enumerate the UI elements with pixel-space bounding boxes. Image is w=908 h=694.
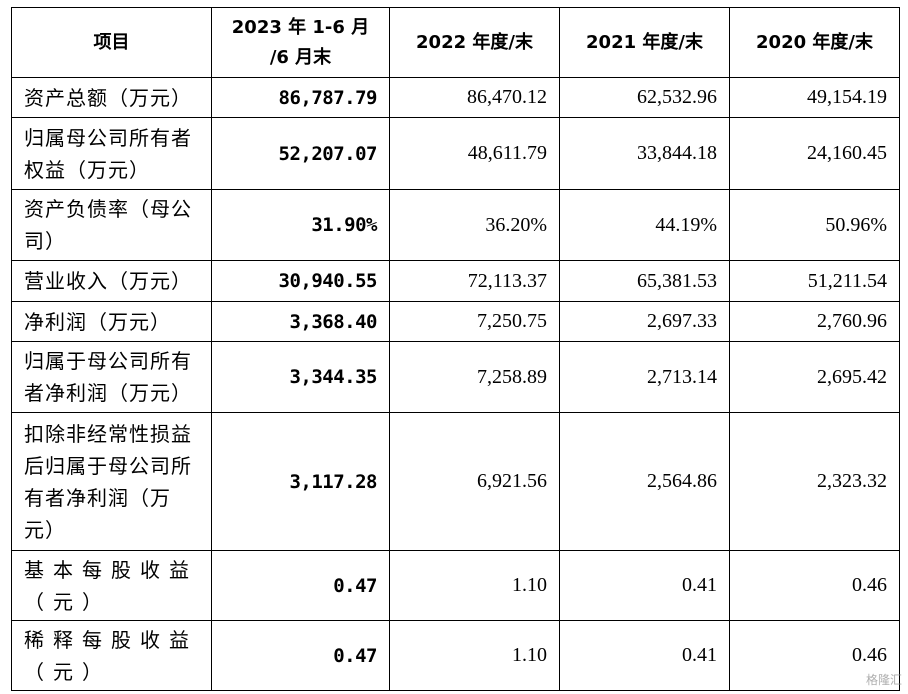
cell-2020: 2,695.42 bbox=[729, 341, 900, 413]
cell-2021: 33,844.18 bbox=[559, 117, 730, 190]
cell-2020: 24,160.45 bbox=[729, 117, 900, 190]
row-label-equity: 归属母公司所有者权益（万元） bbox=[11, 117, 212, 190]
cell-2021: 62,532.96 bbox=[559, 77, 730, 118]
header-2020: 2020 年度/末 bbox=[729, 7, 900, 78]
cell-2022: 48,611.79 bbox=[389, 117, 560, 190]
cell-2023h1: 0.47 bbox=[211, 620, 390, 691]
cell-2023h1: 86,787.79 bbox=[211, 77, 390, 118]
table-row: 营业收入（万元） 30,940.55 72,113.37 65,381.53 5… bbox=[11, 260, 900, 302]
header-2022: 2022 年度/末 bbox=[389, 7, 560, 78]
table-row: 基本每股收益（元） 0.47 1.10 0.41 0.46 bbox=[11, 550, 900, 621]
cell-2022: 1.10 bbox=[389, 550, 560, 621]
cell-2020: 0.46 bbox=[729, 620, 900, 691]
cell-2021: 0.41 bbox=[559, 550, 730, 621]
cell-2021: 44.19% bbox=[559, 189, 730, 261]
cell-2022: 36.20% bbox=[389, 189, 560, 261]
header-item: 项目 bbox=[11, 7, 212, 78]
table-row: 稀释每股收益（元） 0.47 1.10 0.41 0.46 bbox=[11, 620, 900, 691]
financial-summary-table: 项目 2023 年 1-6 月 /6 月末 2022 年度/末 2021 年度/… bbox=[11, 7, 900, 691]
cell-2021: 2,713.14 bbox=[559, 341, 730, 413]
financial-table-wrapper: 项目 2023 年 1-6 月 /6 月末 2022 年度/末 2021 年度/… bbox=[11, 7, 900, 691]
cell-2023h1: 3,344.35 bbox=[211, 341, 390, 413]
cell-2020: 49,154.19 bbox=[729, 77, 900, 118]
cell-2023h1: 31.90% bbox=[211, 189, 390, 261]
table-row: 归属于母公司所有者净利润（万元） 3,344.35 7,258.89 2,713… bbox=[11, 341, 900, 413]
row-label-revenue: 营业收入（万元） bbox=[11, 260, 212, 302]
watermark-logo: 格隆汇 bbox=[865, 673, 902, 687]
row-label-net-profit: 净利润（万元） bbox=[11, 301, 212, 342]
cell-2023h1: 0.47 bbox=[211, 550, 390, 621]
cell-2023h1: 3,368.40 bbox=[211, 301, 390, 342]
header-row: 项目 2023 年 1-6 月 /6 月末 2022 年度/末 2021 年度/… bbox=[11, 7, 900, 78]
table-row: 资产负债率（母公司） 31.90% 36.20% 44.19% 50.96% bbox=[11, 189, 900, 261]
cell-2023h1: 30,940.55 bbox=[211, 260, 390, 302]
cell-2021: 2,564.86 bbox=[559, 412, 730, 551]
cell-2022: 86,470.12 bbox=[389, 77, 560, 118]
table-row: 资产总额（万元） 86,787.79 86,470.12 62,532.96 4… bbox=[11, 77, 900, 118]
row-label-total-assets: 资产总额（万元） bbox=[11, 77, 212, 118]
cell-2022: 6,921.56 bbox=[389, 412, 560, 551]
table-row: 归属母公司所有者权益（万元） 52,207.07 48,611.79 33,84… bbox=[11, 117, 900, 190]
row-label-debt-ratio: 资产负债率（母公司） bbox=[11, 189, 212, 261]
row-label-basic-eps: 基本每股收益（元） bbox=[11, 550, 212, 621]
row-label-diluted-eps: 稀释每股收益（元） bbox=[11, 620, 212, 691]
row-label-adjusted-net-profit: 扣除非经常性损益后归属于母公司所有者净利润（万元） bbox=[11, 412, 212, 551]
cell-2020: 2,760.96 bbox=[729, 301, 900, 342]
header-2023h1: 2023 年 1-6 月 /6 月末 bbox=[211, 7, 390, 78]
cell-2020: 51,211.54 bbox=[729, 260, 900, 302]
cell-2022: 7,250.75 bbox=[389, 301, 560, 342]
cell-2021: 0.41 bbox=[559, 620, 730, 691]
cell-2022: 72,113.37 bbox=[389, 260, 560, 302]
cell-2020: 0.46 bbox=[729, 550, 900, 621]
cell-2021: 65,381.53 bbox=[559, 260, 730, 302]
table-row: 净利润（万元） 3,368.40 7,250.75 2,697.33 2,760… bbox=[11, 301, 900, 342]
cell-2022: 1.10 bbox=[389, 620, 560, 691]
row-label-parent-net-profit: 归属于母公司所有者净利润（万元） bbox=[11, 341, 212, 413]
cell-2023h1: 3,117.28 bbox=[211, 412, 390, 551]
table-row: 扣除非经常性损益后归属于母公司所有者净利润（万元） 3,117.28 6,921… bbox=[11, 412, 900, 551]
cell-2023h1: 52,207.07 bbox=[211, 117, 390, 190]
cell-2020: 2,323.32 bbox=[729, 412, 900, 551]
cell-2021: 2,697.33 bbox=[559, 301, 730, 342]
header-2021: 2021 年度/末 bbox=[559, 7, 730, 78]
cell-2020: 50.96% bbox=[729, 189, 900, 261]
cell-2022: 7,258.89 bbox=[389, 341, 560, 413]
